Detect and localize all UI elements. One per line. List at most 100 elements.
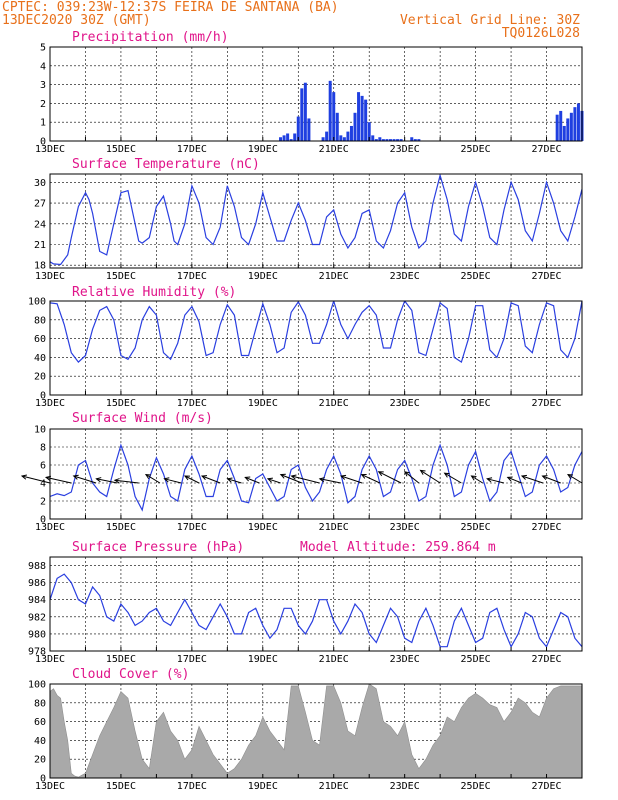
wind-arrow xyxy=(507,476,522,484)
cloud-cover-xtick-label: 27DEC xyxy=(531,781,561,792)
wind-arrow xyxy=(96,478,118,484)
precipitation-bar xyxy=(286,133,290,141)
precipitation-bar xyxy=(566,118,570,141)
wind-arrow-head xyxy=(279,473,286,479)
precipitation-xtick-label: 21DEC xyxy=(319,144,349,155)
precipitation-xtick-label: 19DEC xyxy=(248,144,278,155)
precipitation-bar xyxy=(349,125,353,141)
wind-arrow xyxy=(267,478,281,484)
humidity-ytick-label: 40 xyxy=(34,353,46,364)
precipitation-bar xyxy=(576,103,580,141)
humidity-ytick-label: 20 xyxy=(34,372,46,383)
temperature-ytick-label: 30 xyxy=(34,178,46,189)
temperature-xtick-label: 17DEC xyxy=(177,271,207,282)
temperature-xtick-label: 19DEC xyxy=(248,271,278,282)
humidity-xtick-label: 13DEC xyxy=(35,398,65,409)
cloud-cover-ytick-label: 100 xyxy=(28,680,46,691)
wind-ytick-label: 10 xyxy=(34,425,46,436)
wind-xtick-label: 25DEC xyxy=(461,522,491,533)
wind-xtick-label: 19DEC xyxy=(248,522,278,533)
wind-arrow xyxy=(21,475,51,484)
precipitation-bar xyxy=(293,133,297,141)
precipitation-bar xyxy=(378,137,382,141)
humidity-xtick-label: 25DEC xyxy=(461,398,491,409)
pressure-xtick-label: 13DEC xyxy=(35,654,65,665)
temperature-xtick-label: 13DEC xyxy=(35,271,65,282)
precipitation-bar xyxy=(392,139,396,141)
wind-arrow-head xyxy=(113,478,120,484)
cloud-cover-ytick-label: 20 xyxy=(34,755,46,766)
wind-arrow xyxy=(319,478,341,484)
wind-ytick-label: 2 xyxy=(40,497,46,508)
precipitation-bar xyxy=(325,131,329,141)
precipitation-bar xyxy=(300,88,304,141)
precipitation-title: Precipitation (mm/h) xyxy=(72,30,229,45)
pressure-xtick-label: 21DEC xyxy=(319,654,349,665)
wind-ytick-label: 6 xyxy=(40,461,46,472)
cloud-cover-ytick-label: 60 xyxy=(34,717,46,728)
temperature-xtick-label: 25DEC xyxy=(461,271,491,282)
wind-arrow-head xyxy=(520,474,528,480)
wind-arrow-head xyxy=(486,477,493,483)
wind-arrow xyxy=(164,478,182,484)
precipitation-bar xyxy=(367,122,371,141)
wind-arrow xyxy=(361,474,381,484)
wind-arrow-head xyxy=(541,475,548,480)
precipitation-bar xyxy=(388,139,392,141)
wind-arrow xyxy=(542,475,561,484)
cloud-cover-title: Cloud Cover (%) xyxy=(72,667,189,682)
wind-title: Surface Wind (m/s) xyxy=(72,411,213,426)
cloud-cover-xtick-label: 21DEC xyxy=(319,781,349,792)
precipitation-ytick-label: 3 xyxy=(40,80,46,91)
pressure-ytick-label: 980 xyxy=(28,629,46,640)
cloud-cover-panel: 0 20 40 60 80 100 13DEC 15DEC 17DEC 19DEC 21DEC 23D… xyxy=(28,680,583,792)
cloud-cover-ytick-label: 0 xyxy=(40,774,46,785)
wind-arrow xyxy=(471,475,483,484)
pressure-xtick-label: 17DEC xyxy=(177,654,207,665)
cloud-cover-xtick-label: 19DEC xyxy=(248,781,278,792)
wind-arrow-head xyxy=(290,474,297,480)
precipitation-bar xyxy=(339,135,343,141)
pressure-xtick-label: 23DEC xyxy=(390,654,420,665)
pressure-xtick-label: 25DEC xyxy=(461,654,491,665)
cloud-cover-xtick-label: 17DEC xyxy=(177,781,207,792)
wind-arrow-head xyxy=(470,475,477,481)
precipitation-bar xyxy=(296,116,300,141)
cloud-cover-xtick-label: 13DEC xyxy=(35,781,65,792)
temperature-xtick-label: 27DEC xyxy=(531,271,561,282)
temperature-ytick-label: 21 xyxy=(34,240,46,251)
wind-series-line xyxy=(50,443,582,512)
precipitation-xtick-label: 23DEC xyxy=(390,144,420,155)
wind-xtick-label: 15DEC xyxy=(106,522,136,533)
humidity-title: Relative Humidity (%) xyxy=(72,285,236,300)
precipitation-bar xyxy=(417,139,421,141)
wind-arrow xyxy=(567,474,583,484)
precipitation-xtick-label: 27DEC xyxy=(531,144,561,155)
wind-arrow-head xyxy=(340,474,347,480)
humidity-series-line xyxy=(50,301,582,364)
model-altitude-annotation: Model Altitude: 259.864 m xyxy=(300,540,496,555)
pressure-xtick-label: 15DEC xyxy=(106,654,136,665)
pressure-xtick-label: 19DEC xyxy=(248,654,278,665)
wind-frame xyxy=(49,428,583,520)
humidity-panel: 0 20 40 60 80 100 13DEC 15DEC 17DEC 19DEC 21DEC 23D… xyxy=(28,297,583,409)
precipitation-bar xyxy=(357,92,361,141)
wind-arrow-head xyxy=(226,477,233,483)
wind-arrow-head xyxy=(377,471,384,477)
wind-arrow xyxy=(378,471,402,484)
wind-arrow xyxy=(245,476,260,484)
precipitation-bar xyxy=(555,114,559,141)
precipitation-bar xyxy=(410,137,414,141)
precipitation-panel: 0 1 2 3 4 5 13DEC 15DEC 17DEC 19DEC 21DEC 23DEC 25DE… xyxy=(35,43,584,155)
precipitation-ytick-label: 0 xyxy=(40,137,46,148)
wind-arrow xyxy=(420,469,441,484)
header-model-code: TQ0126L028 xyxy=(502,26,580,41)
pressure-title: Surface Pressure (hPa) xyxy=(72,540,244,555)
humidity-xtick-label: 21DEC xyxy=(319,398,349,409)
precipitation-bar xyxy=(569,112,573,141)
pressure-ytick-label: 988 xyxy=(28,561,46,572)
wind-arrow xyxy=(404,471,420,484)
humidity-xtick-label: 15DEC xyxy=(106,398,136,409)
wind-arrow xyxy=(487,478,505,484)
